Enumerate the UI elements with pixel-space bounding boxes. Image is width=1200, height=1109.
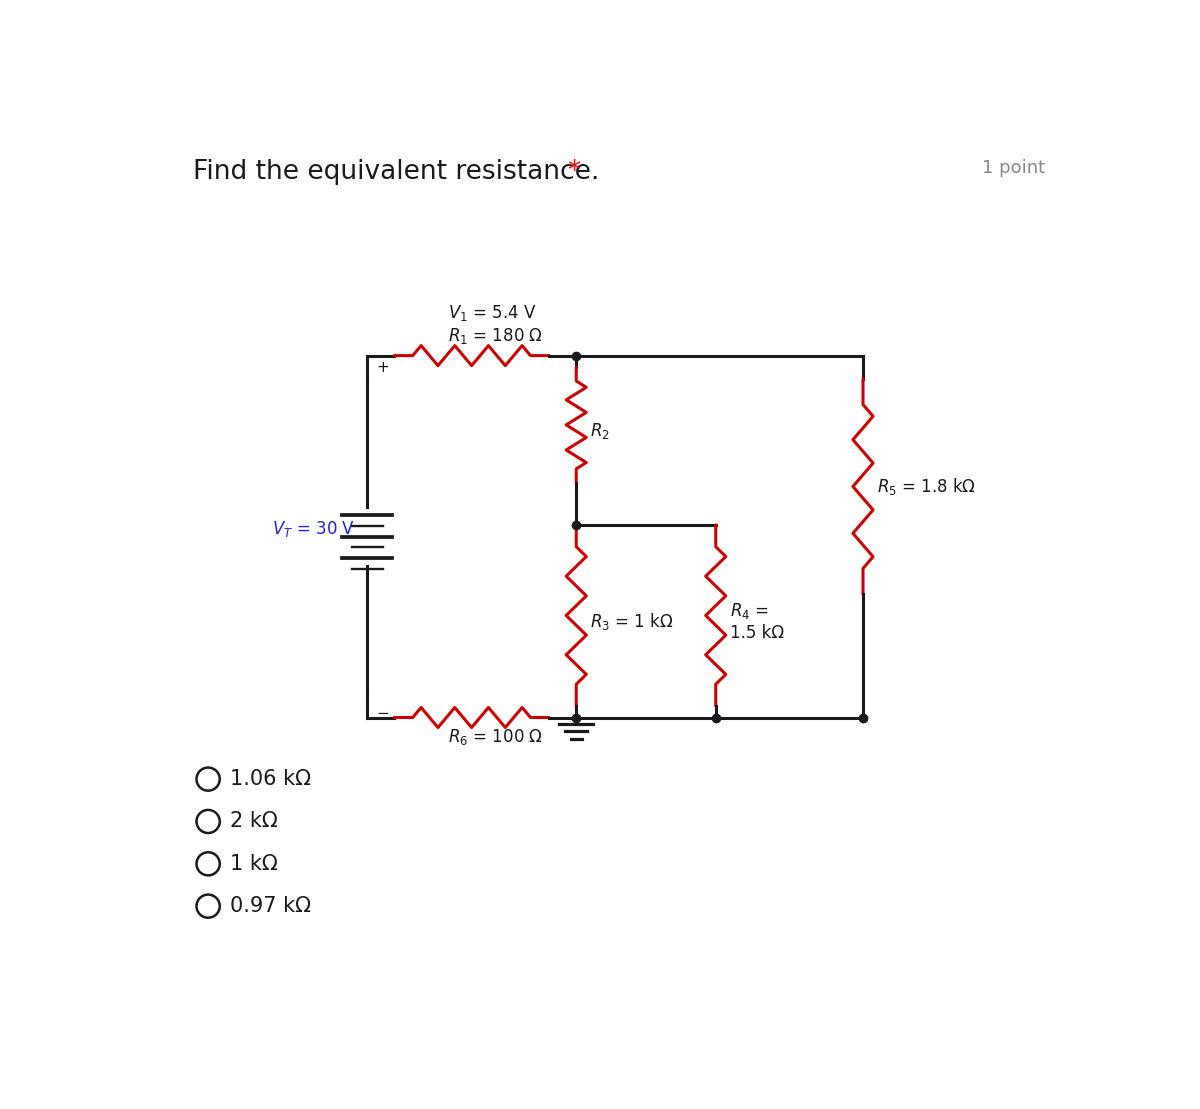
- Text: $R_4$ =
1.5 kΩ: $R_4$ = 1.5 kΩ: [730, 601, 784, 642]
- Text: *: *: [566, 160, 581, 185]
- Text: Find the equivalent resistance.: Find the equivalent resistance.: [193, 160, 607, 185]
- Text: $R_1$ = 180 Ω: $R_1$ = 180 Ω: [449, 326, 544, 346]
- Text: 0.97 kΩ: 0.97 kΩ: [230, 896, 311, 916]
- Text: $R_5$ = 1.8 kΩ: $R_5$ = 1.8 kΩ: [877, 476, 976, 497]
- Text: 2 kΩ: 2 kΩ: [230, 812, 277, 832]
- Text: $R_3$ = 1 kΩ: $R_3$ = 1 kΩ: [590, 611, 673, 632]
- Text: $V_T$ = 30 V: $V_T$ = 30 V: [272, 519, 355, 539]
- Text: $R_2$: $R_2$: [590, 420, 610, 440]
- Text: −: −: [377, 706, 389, 721]
- Text: $R_6$ = 100 Ω: $R_6$ = 100 Ω: [449, 726, 544, 746]
- Text: 1.06 kΩ: 1.06 kΩ: [230, 770, 311, 790]
- Text: +: +: [377, 359, 389, 375]
- Text: 1 point: 1 point: [982, 160, 1045, 177]
- Text: 1 kΩ: 1 kΩ: [230, 854, 277, 874]
- Text: $V_1$ = 5.4 V: $V_1$ = 5.4 V: [449, 303, 538, 323]
